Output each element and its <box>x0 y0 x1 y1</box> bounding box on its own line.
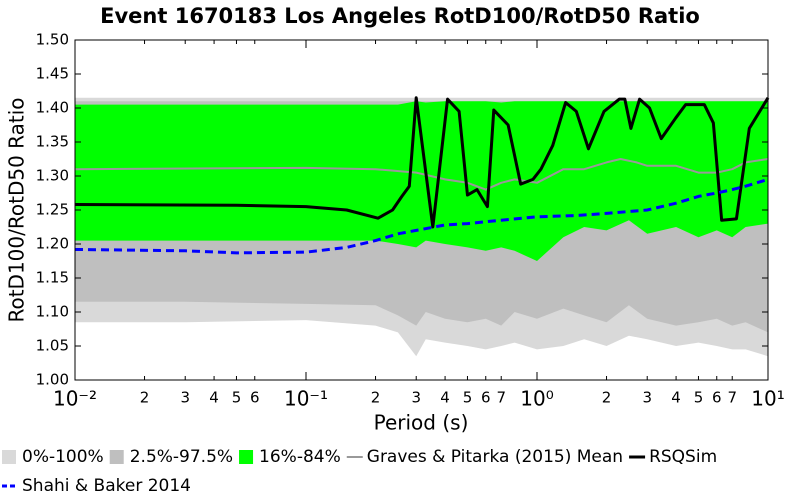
y-tick-label: 1.40 <box>36 99 69 117</box>
x-tick-label: 10⁻² <box>53 387 97 411</box>
legend-label: Graves & Pitarka (2015) Mean <box>367 447 623 467</box>
legend-swatch <box>109 450 124 464</box>
x-minor-tick-label: 2 <box>371 389 381 407</box>
y-tick-label: 1.25 <box>36 201 69 219</box>
legend-label: 2.5%-97.5% <box>130 447 233 467</box>
legend-swatch <box>239 450 254 464</box>
x-minor-tick-label: 3 <box>642 389 652 407</box>
x-tick-label: 10⁻¹ <box>284 387 328 411</box>
x-minor-tick-label: 7 <box>496 389 506 407</box>
legend-label: Shahi & Baker 2014 <box>22 476 191 496</box>
x-minor-tick-label: 2 <box>602 389 612 407</box>
y-axis-label: RotD100/RotD50 Ratio <box>5 97 29 322</box>
x-minor-tick-label: 4 <box>671 389 681 407</box>
legend-label: 16%-84% <box>259 447 341 467</box>
y-tick-label: 1.00 <box>36 371 69 389</box>
legend-label: RSQSim <box>649 447 717 467</box>
band <box>75 101 768 261</box>
y-tick-label: 1.20 <box>36 235 69 253</box>
x-minor-tick-label: 3 <box>411 389 421 407</box>
x-minor-tick-label: 5 <box>694 389 704 407</box>
line <box>74 96 770 229</box>
y-tick-label: 1.05 <box>36 337 69 355</box>
x-minor-tick-label: 5 <box>463 389 473 407</box>
line <box>74 177 769 255</box>
legend-label: 0%-100% <box>22 447 104 467</box>
y-tick-label: 1.45 <box>36 65 69 83</box>
x-minor-tick-label: 2 <box>140 389 150 407</box>
x-minor-tick-label: 7 <box>727 389 737 407</box>
line <box>74 158 769 191</box>
y-tick-label: 1.50 <box>36 31 69 49</box>
y-tick-label: 1.35 <box>36 133 69 151</box>
x-tick-label: 10¹ <box>751 387 784 411</box>
x-minor-tick-label: 6 <box>250 389 260 407</box>
x-minor-tick-label: 6 <box>481 389 491 407</box>
x-minor-tick-label: 4 <box>209 389 219 407</box>
x-tick-label: 10⁰ <box>520 387 553 411</box>
x-minor-tick-label: 5 <box>232 389 242 407</box>
plot-area <box>74 96 770 357</box>
x-minor-tick-label: 4 <box>440 389 450 407</box>
legend-swatch <box>2 450 16 464</box>
x-axis-label: Period (s) <box>374 411 469 435</box>
y-tick-label: 1.15 <box>36 269 69 287</box>
x-minor-tick-label: 6 <box>712 389 722 407</box>
y-tick-label: 1.30 <box>36 167 69 185</box>
y-tick-label: 1.10 <box>36 303 69 321</box>
legend: 0%-100% 2.5%-97.5% 16%-84% Graves & Pitarka… <box>2 447 717 496</box>
chart-title: Event 1670183 Los Angeles RotD100/RotD50… <box>100 4 700 28</box>
x-minor-tick-label: 3 <box>180 389 190 407</box>
